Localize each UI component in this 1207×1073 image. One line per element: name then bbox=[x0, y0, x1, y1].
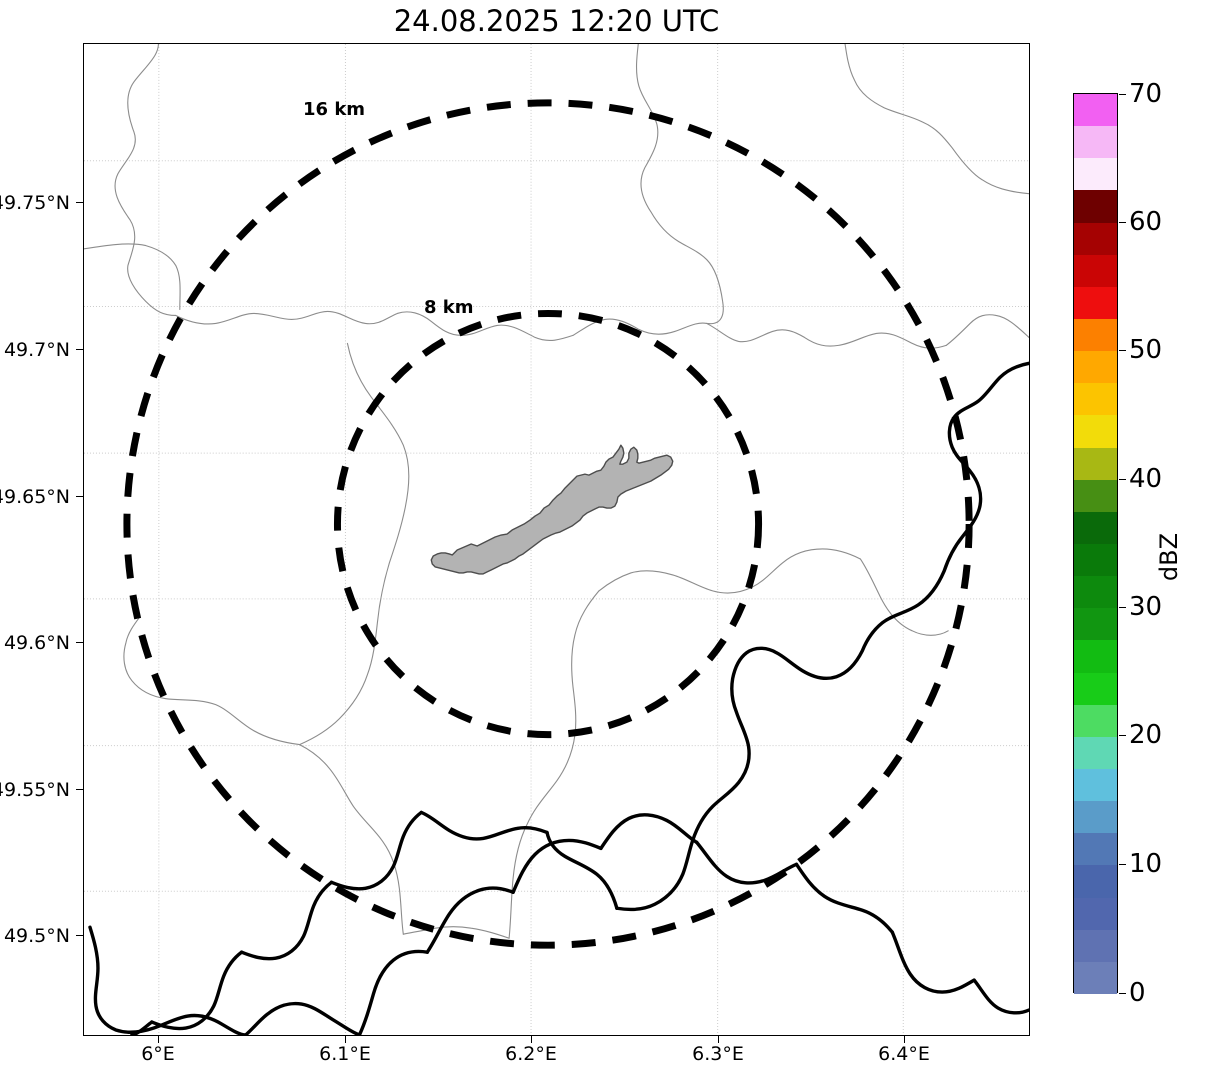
ytick-label-2: 49.65°N bbox=[0, 486, 70, 508]
colorbar-ticklabel-30: 30 bbox=[1129, 592, 1163, 622]
commune-boundaries bbox=[84, 44, 1029, 939]
xtick-mark bbox=[531, 1036, 533, 1043]
colorbar-band-4 bbox=[1074, 833, 1117, 866]
colorbar[interactable] bbox=[1073, 93, 1118, 994]
ytick-label-3: 49.6°N bbox=[3, 632, 70, 654]
national-border bbox=[88, 361, 1029, 1035]
colorbar-band-7 bbox=[1074, 736, 1117, 769]
xtick-mark bbox=[904, 1036, 906, 1043]
colorbar-band-19 bbox=[1074, 351, 1117, 384]
colorbar-tick-20 bbox=[1119, 735, 1126, 737]
ytick-label-5: 49.5°N bbox=[3, 925, 70, 947]
ytick-mark bbox=[76, 349, 83, 351]
colorbar-band-12 bbox=[1074, 576, 1117, 609]
colorbar-band-0 bbox=[1074, 961, 1117, 994]
page-title: 24.08.2025 12:20 UTC bbox=[393, 4, 720, 38]
colorbar-tick-30 bbox=[1119, 607, 1126, 609]
colorbar-band-18 bbox=[1074, 383, 1117, 416]
colorbar-band-26 bbox=[1074, 126, 1117, 159]
colorbar-band-2 bbox=[1074, 897, 1117, 930]
map-svg bbox=[84, 44, 1029, 1035]
colorbar-ticklabel-10: 10 bbox=[1129, 849, 1163, 879]
colorbar-ticklabel-20: 20 bbox=[1129, 720, 1163, 750]
colorbar-band-22 bbox=[1074, 254, 1117, 287]
colorbar-band-15 bbox=[1074, 479, 1117, 512]
xtick-mark bbox=[345, 1036, 347, 1043]
colorbar-ticklabel-0: 0 bbox=[1129, 978, 1146, 1008]
colorbar-band-14 bbox=[1074, 511, 1117, 544]
colorbar-ticklabel-40: 40 bbox=[1129, 464, 1163, 494]
colorbar-band-16 bbox=[1074, 447, 1117, 480]
grid-lines-longitude bbox=[158, 44, 904, 1035]
ytick-label-4: 49.55°N bbox=[0, 779, 70, 801]
ytick-label-1: 49.7°N bbox=[3, 339, 70, 361]
colorbar-band-10 bbox=[1074, 640, 1117, 673]
colorbar-tick-50 bbox=[1119, 350, 1126, 352]
ytick-label-0: 49.75°N bbox=[0, 192, 70, 214]
colorbar-band-21 bbox=[1074, 286, 1117, 319]
colorbar-band-23 bbox=[1074, 222, 1117, 255]
colorbar-band-3 bbox=[1074, 865, 1117, 898]
ytick-mark bbox=[76, 496, 83, 498]
xtick-label-4: 6.4°E bbox=[878, 1043, 930, 1065]
map-plot-area[interactable] bbox=[83, 43, 1030, 1036]
colorbar-tick-60 bbox=[1119, 222, 1126, 224]
colorbar-band-1 bbox=[1074, 929, 1117, 962]
colorbar-axis-label: dBZ bbox=[1155, 532, 1184, 582]
colorbar-band-17 bbox=[1074, 415, 1117, 448]
colorbar-band-13 bbox=[1074, 544, 1117, 577]
colorbar-band-8 bbox=[1074, 704, 1117, 737]
colorbar-ticklabel-50: 50 bbox=[1129, 335, 1163, 365]
ytick-mark bbox=[76, 642, 83, 644]
colorbar-band-9 bbox=[1074, 672, 1117, 705]
xtick-mark bbox=[718, 1036, 720, 1043]
colorbar-ticklabel-60: 60 bbox=[1129, 207, 1163, 237]
colorbar-tick-40 bbox=[1119, 479, 1126, 481]
colorbar-band-11 bbox=[1074, 608, 1117, 641]
xtick-label-1: 6.1°E bbox=[319, 1043, 371, 1065]
colorbar-band-27 bbox=[1074, 94, 1117, 127]
ytick-mark bbox=[76, 935, 83, 937]
colorbar-band-24 bbox=[1074, 190, 1117, 223]
xtick-mark bbox=[158, 1036, 160, 1043]
colorbar-band-5 bbox=[1074, 801, 1117, 834]
colorbar-band-25 bbox=[1074, 158, 1117, 191]
xtick-label-3: 6.3°E bbox=[692, 1043, 744, 1065]
range-ring-label-16km: 16 km bbox=[303, 99, 366, 120]
ytick-mark bbox=[76, 202, 83, 204]
colorbar-tick-70 bbox=[1119, 94, 1126, 96]
ytick-mark bbox=[76, 789, 83, 791]
colorbar-band-6 bbox=[1074, 769, 1117, 802]
colorbar-band-20 bbox=[1074, 319, 1117, 352]
xtick-label-2: 6.2°E bbox=[505, 1043, 557, 1065]
grid-lines-latitude bbox=[84, 160, 1029, 892]
range-ring-label-8km: 8 km bbox=[424, 297, 474, 318]
colorbar-tick-10 bbox=[1119, 864, 1126, 866]
city-polygon bbox=[430, 444, 674, 575]
colorbar-tick-0 bbox=[1119, 993, 1126, 995]
xtick-label-0: 6°E bbox=[141, 1043, 175, 1065]
colorbar-ticklabel-70: 70 bbox=[1129, 79, 1163, 109]
range-ring-8km bbox=[333, 309, 763, 739]
